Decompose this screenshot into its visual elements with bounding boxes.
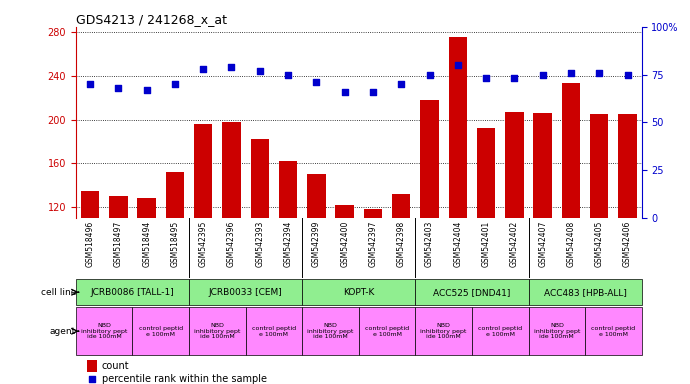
Text: GSM542396: GSM542396: [227, 221, 236, 267]
Point: [424, 71, 435, 78]
Point: [622, 71, 633, 78]
Text: ACC525 [DND41]: ACC525 [DND41]: [433, 288, 511, 297]
Text: NBD
inhibitory pept
ide 100mM: NBD inhibitory pept ide 100mM: [533, 323, 580, 339]
Text: NBD
inhibitory pept
ide 100mM: NBD inhibitory pept ide 100mM: [194, 323, 241, 339]
Bar: [415, 279, 529, 306]
Text: JCRB0086 [TALL-1]: JCRB0086 [TALL-1]: [90, 288, 175, 297]
Bar: [335, 205, 354, 338]
Text: GSM542400: GSM542400: [340, 221, 349, 267]
Text: GSM542407: GSM542407: [538, 221, 547, 267]
Bar: [189, 307, 246, 355]
Bar: [562, 83, 580, 338]
Point: [170, 81, 181, 87]
Bar: [137, 199, 156, 338]
Bar: [364, 209, 382, 338]
Bar: [472, 307, 529, 355]
Text: GSM518494: GSM518494: [142, 221, 151, 267]
Text: percentile rank within the sample: percentile rank within the sample: [102, 374, 267, 384]
Point: [85, 81, 96, 87]
Text: NBD
inhibitory pept
ide 100mM: NBD inhibitory pept ide 100mM: [81, 323, 128, 339]
Text: count: count: [102, 361, 130, 371]
Text: control peptid
e 100mM: control peptid e 100mM: [591, 326, 635, 337]
Point: [113, 85, 124, 91]
Text: GSM542393: GSM542393: [255, 221, 264, 267]
Text: ACC483 [HPB-ALL]: ACC483 [HPB-ALL]: [544, 288, 627, 297]
Bar: [194, 124, 213, 338]
Bar: [222, 122, 241, 338]
Point: [368, 89, 379, 95]
Text: GSM542399: GSM542399: [312, 221, 321, 267]
Bar: [87, 361, 97, 372]
Bar: [250, 139, 269, 338]
Bar: [529, 279, 642, 306]
Text: GSM542395: GSM542395: [199, 221, 208, 267]
Text: GSM518496: GSM518496: [86, 221, 95, 267]
Point: [396, 81, 407, 87]
Bar: [189, 279, 302, 306]
Text: GSM542404: GSM542404: [453, 221, 462, 267]
Bar: [302, 307, 359, 355]
Point: [198, 66, 209, 72]
Point: [283, 71, 294, 78]
Bar: [585, 307, 642, 355]
Text: control peptid
e 100mM: control peptid e 100mM: [478, 326, 522, 337]
Text: GSM542408: GSM542408: [566, 221, 575, 267]
Bar: [302, 279, 415, 306]
Bar: [76, 279, 189, 306]
Point: [255, 68, 266, 74]
Text: NBD
inhibitory pept
ide 100mM: NBD inhibitory pept ide 100mM: [307, 323, 354, 339]
Text: GSM542398: GSM542398: [397, 221, 406, 267]
Point: [226, 64, 237, 70]
Point: [141, 87, 152, 93]
Bar: [448, 37, 467, 338]
Text: GSM518497: GSM518497: [114, 221, 123, 267]
Bar: [132, 307, 189, 355]
Point: [87, 376, 98, 382]
Point: [453, 62, 464, 68]
Bar: [392, 194, 411, 338]
Bar: [109, 196, 128, 338]
Text: control peptid
e 100mM: control peptid e 100mM: [252, 326, 296, 337]
Text: GSM518495: GSM518495: [170, 221, 179, 267]
Text: control peptid
e 100mM: control peptid e 100mM: [365, 326, 409, 337]
Text: JCRB0033 [CEM]: JCRB0033 [CEM]: [209, 288, 282, 297]
Bar: [359, 307, 415, 355]
Point: [339, 89, 351, 95]
Text: GSM542401: GSM542401: [482, 221, 491, 267]
Text: cell line: cell line: [41, 288, 76, 297]
Bar: [420, 100, 439, 338]
Bar: [166, 172, 184, 338]
Text: GSM542405: GSM542405: [595, 221, 604, 267]
Bar: [590, 114, 609, 338]
Bar: [529, 307, 585, 355]
Point: [481, 75, 492, 81]
Text: GSM542403: GSM542403: [425, 221, 434, 267]
Text: GSM542397: GSM542397: [368, 221, 377, 267]
Bar: [81, 191, 99, 338]
Text: control peptid
e 100mM: control peptid e 100mM: [139, 326, 183, 337]
Bar: [76, 307, 132, 355]
Bar: [246, 307, 302, 355]
Point: [538, 71, 549, 78]
Bar: [618, 114, 637, 338]
Bar: [533, 113, 552, 338]
Text: NBD
inhibitory pept
ide 100mM: NBD inhibitory pept ide 100mM: [420, 323, 467, 339]
Bar: [477, 129, 495, 338]
Point: [509, 75, 520, 81]
Bar: [415, 307, 472, 355]
Text: GSM542394: GSM542394: [284, 221, 293, 267]
Point: [311, 79, 322, 85]
Text: GSM542406: GSM542406: [623, 221, 632, 267]
Bar: [307, 174, 326, 338]
Point: [594, 70, 605, 76]
Text: agent: agent: [50, 327, 76, 336]
Bar: [279, 161, 297, 338]
Text: KOPT-K: KOPT-K: [343, 288, 375, 297]
Bar: [505, 112, 524, 338]
Point: [566, 70, 577, 76]
Text: GDS4213 / 241268_x_at: GDS4213 / 241268_x_at: [76, 13, 227, 26]
Text: GSM542402: GSM542402: [510, 221, 519, 267]
